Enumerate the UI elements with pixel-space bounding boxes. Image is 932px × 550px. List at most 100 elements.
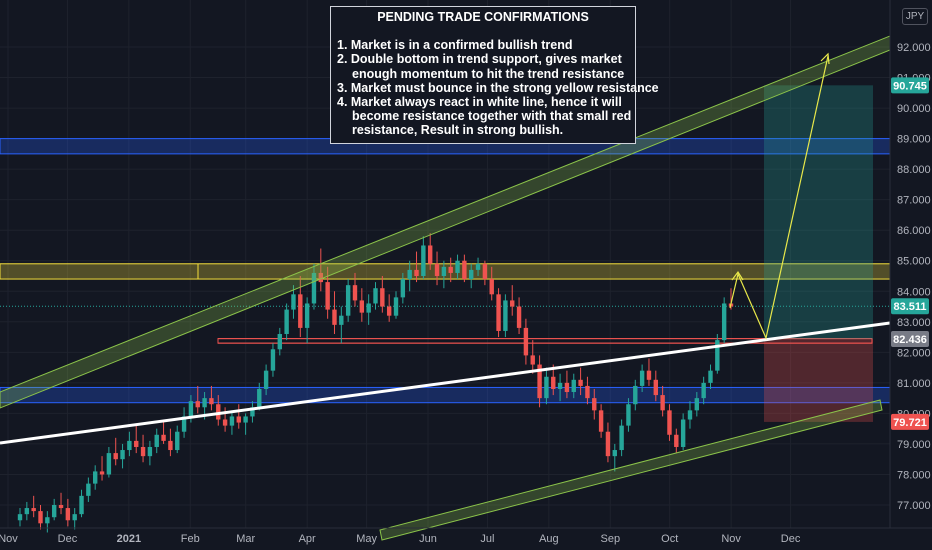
- candle: [612, 443, 617, 472]
- candle-body: [93, 471, 98, 484]
- price-badge-bg: [891, 413, 929, 430]
- candle-body: [687, 410, 693, 420]
- candle-body: [99, 471, 105, 475]
- candle: [291, 285, 296, 319]
- candle-body: [86, 483, 91, 496]
- price-tick-label: 89.000: [897, 134, 931, 146]
- candlestick-series: [17, 233, 734, 533]
- candle-body: [400, 279, 406, 298]
- candle-body: [530, 355, 535, 365]
- note-line: 3. Market must bounce in the strong yell…: [337, 80, 659, 95]
- candle: [332, 291, 337, 335]
- chart-zones: [0, 138, 891, 404]
- candle-body: [557, 382, 563, 389]
- candle-body: [421, 245, 426, 276]
- candle: [503, 294, 508, 338]
- candle-body: [380, 288, 385, 307]
- candle-body: [263, 370, 269, 389]
- candle-body: [462, 260, 467, 280]
- price-tick-label: 92.000: [897, 42, 931, 54]
- candle: [359, 288, 365, 322]
- candle: [646, 358, 652, 386]
- candle-body: [345, 285, 351, 316]
- candle: [496, 288, 501, 338]
- candle: [619, 419, 624, 457]
- time-tick-label: Jul: [480, 533, 494, 545]
- candle-body: [311, 272, 317, 304]
- candle-body: [414, 269, 419, 276]
- candle: [325, 266, 330, 319]
- candle: [578, 367, 583, 396]
- price-badge: 82.436: [891, 331, 929, 348]
- candle: [380, 276, 385, 313]
- zone-blue-support-zone: [0, 386, 891, 404]
- candle: [482, 260, 488, 286]
- price-tick-label: 83.000: [897, 317, 931, 329]
- candle-body: [134, 440, 139, 447]
- candle: [605, 422, 611, 463]
- candle-body: [701, 382, 706, 399]
- candle-body: [318, 272, 324, 283]
- candle-body: [694, 398, 700, 411]
- candle-body: [38, 511, 43, 524]
- candle-body: [523, 327, 529, 356]
- candle-body: [291, 294, 296, 310]
- candle-body: [571, 379, 576, 393]
- candle-body: [181, 416, 187, 432]
- candle: [441, 260, 447, 289]
- candle: [250, 401, 255, 423]
- candle: [120, 443, 125, 469]
- candle: [489, 266, 494, 301]
- candle-body: [469, 269, 474, 280]
- candle: [523, 318, 529, 365]
- candle-body: [236, 416, 241, 423]
- candle: [181, 407, 187, 438]
- candle: [72, 508, 77, 530]
- candle-body: [516, 306, 522, 328]
- candle: [168, 428, 173, 457]
- candle-body: [120, 450, 125, 460]
- candle: [134, 425, 139, 454]
- candle-body: [229, 416, 235, 426]
- candle-body: [202, 398, 207, 408]
- time-tick-label: Dec: [58, 533, 78, 545]
- candle-body: [407, 269, 412, 280]
- candle: [140, 434, 146, 463]
- price-badge-text: 79.721: [893, 417, 927, 429]
- candle-body: [51, 505, 57, 518]
- candle: [318, 248, 324, 292]
- candle: [680, 413, 686, 451]
- candle-body: [304, 303, 310, 328]
- candle-body: [298, 294, 303, 328]
- candle-body: [154, 434, 159, 447]
- candle-body: [578, 379, 583, 386]
- candle: [345, 279, 351, 322]
- candle: [598, 404, 604, 438]
- candle: [236, 404, 241, 429]
- candle-body: [250, 407, 255, 417]
- price-tick-label: 79.000: [897, 439, 931, 451]
- time-tick-label: Sep: [600, 533, 620, 545]
- projection-path: [729, 55, 829, 340]
- time-tick-label: Mar: [236, 533, 255, 545]
- candle-body: [680, 419, 686, 447]
- time-tick-label: May: [356, 533, 377, 545]
- candle-body: [140, 446, 146, 457]
- candle-body: [585, 385, 590, 399]
- currency-tag[interactable]: JPY: [902, 8, 928, 25]
- candle-body: [544, 376, 549, 399]
- candle: [448, 257, 453, 283]
- target-zone: [764, 85, 873, 340]
- price-tick-label: 90.000: [897, 103, 931, 115]
- candle-body: [660, 395, 665, 411]
- candle: [626, 398, 631, 432]
- time-tick-label: Aug: [539, 533, 559, 545]
- candle: [653, 370, 658, 402]
- time-tick-label: Nov: [721, 533, 741, 545]
- candle-body: [339, 315, 344, 325]
- time-tick-label: Apr: [299, 533, 316, 545]
- candle-body: [31, 508, 36, 512]
- candle: [400, 272, 406, 304]
